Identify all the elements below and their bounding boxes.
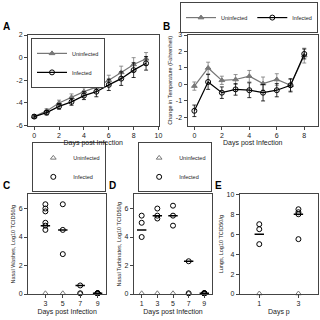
svg-text:0: 0 <box>192 132 196 139</box>
svg-text:2: 2 <box>19 31 23 38</box>
svg-text:Days post Infection: Days post Infection <box>223 139 283 147</box>
svg-text:2: 2 <box>125 262 129 269</box>
svg-text:Days post Infection: Days post Infection <box>63 139 123 147</box>
svg-text:Uninfected: Uninfected <box>72 51 98 57</box>
svg-text:2: 2 <box>19 262 23 269</box>
svg-text:C: C <box>3 180 10 191</box>
svg-text:Nasal Turbinates, Log10 TCID50: Nasal Turbinates, Log10 TCID50/g <box>116 202 122 287</box>
svg-text:6: 6 <box>107 132 111 139</box>
svg-text:Infected: Infected <box>292 15 312 21</box>
svg-text:Infected: Infected <box>72 70 92 76</box>
svg-text:A: A <box>3 21 10 32</box>
svg-text:1: 1 <box>257 300 261 307</box>
svg-text:4: 4 <box>230 251 234 258</box>
svg-text:-2: -2 <box>16 77 22 84</box>
svg-text:D: D <box>109 180 116 191</box>
svg-text:5: 5 <box>61 300 65 307</box>
svg-text:3: 3 <box>178 31 183 39</box>
svg-text:6: 6 <box>125 205 129 212</box>
svg-text:Infected: Infected <box>73 174 93 180</box>
svg-text:-1: -1 <box>176 97 182 104</box>
svg-text:5: 5 <box>171 300 175 307</box>
svg-text:3: 3 <box>296 300 300 307</box>
svg-text:-4: -4 <box>16 99 22 106</box>
svg-text:6: 6 <box>275 132 279 139</box>
svg-text:Days post Infection: Days post Infection <box>37 308 97 316</box>
svg-text:0: 0 <box>19 54 23 61</box>
svg-text:6: 6 <box>230 231 234 238</box>
svg-text:9: 9 <box>202 300 206 307</box>
svg-text:Change in Temperature (Fahrenh: Change in Temperature (Fahrenheit) <box>167 36 173 125</box>
svg-text:B: B <box>163 21 170 32</box>
svg-text:4: 4 <box>82 132 86 139</box>
svg-text:2: 2 <box>230 271 234 278</box>
svg-text:2: 2 <box>178 48 182 55</box>
svg-text:4: 4 <box>247 132 251 139</box>
svg-text:-2: -2 <box>176 114 182 121</box>
svg-text:8: 8 <box>302 132 306 139</box>
svg-text:10: 10 <box>227 191 235 198</box>
svg-text:10: 10 <box>155 132 163 139</box>
svg-text:Lungs, Log10 TCID50/g: Lungs, Log10 TCID50/g <box>218 215 224 273</box>
svg-text:Uninfected: Uninfected <box>221 15 247 21</box>
svg-text:Uninfected: Uninfected <box>179 155 205 161</box>
svg-text:1: 1 <box>178 64 182 71</box>
svg-text:8: 8 <box>230 211 234 218</box>
svg-text:Infected: Infected <box>179 174 199 180</box>
svg-text:Days p: Days p <box>268 308 290 316</box>
svg-text:3: 3 <box>155 300 159 307</box>
svg-text:8: 8 <box>132 132 136 139</box>
svg-text:2: 2 <box>57 132 61 139</box>
svg-text:2: 2 <box>220 132 224 139</box>
svg-text:6: 6 <box>19 205 23 212</box>
svg-text:E: E <box>215 180 222 191</box>
svg-text:0: 0 <box>19 290 23 297</box>
svg-text:7: 7 <box>78 300 82 307</box>
svg-text:0: 0 <box>32 132 36 139</box>
svg-text:Days post Infection: Days post Infection <box>143 308 203 316</box>
svg-text:4: 4 <box>19 233 23 240</box>
svg-text:0: 0 <box>178 81 182 88</box>
svg-text:Nasal Washes, Log10 TCID50/g: Nasal Washes, Log10 TCID50/g <box>10 205 16 284</box>
svg-text:3: 3 <box>43 300 47 307</box>
svg-text:Uninfected: Uninfected <box>73 155 99 161</box>
svg-text:0: 0 <box>230 290 234 297</box>
svg-text:-6: -6 <box>16 122 22 129</box>
svg-text:4: 4 <box>125 233 129 240</box>
svg-text:1: 1 <box>140 300 144 307</box>
svg-text:9: 9 <box>96 300 100 307</box>
svg-text:0: 0 <box>125 290 129 297</box>
svg-text:7: 7 <box>187 300 191 307</box>
